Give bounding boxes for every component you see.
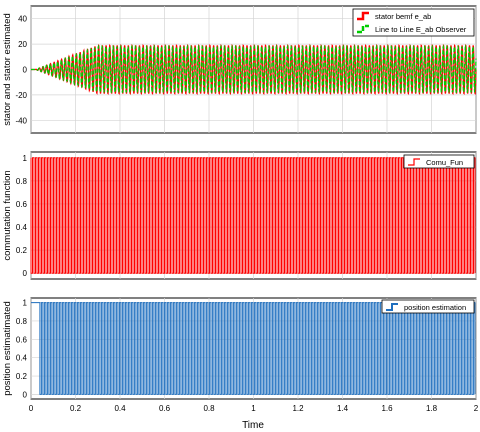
legend-symbol-blue — [386, 303, 398, 311]
series-line-observer — [31, 44, 477, 93]
y-tick-label: -20 — [15, 91, 27, 100]
x-tick-label: 0 — [29, 404, 34, 413]
y-tick-label: 1 — [23, 299, 28, 308]
x-tick-label: 1 — [251, 404, 256, 413]
legend-box — [352, 8, 475, 37]
legend: stator bemf e_ab Line to Line E_ab Obser… — [352, 8, 475, 37]
x-tick-label: 1.4 — [337, 404, 349, 413]
y-tick-label: -40 — [15, 116, 27, 125]
panel-commutation-function: 1 0.8 0.6 0.4 0.2 0 commutation function Comu… — [2, 151, 477, 280]
y-tick-labels: 1 0.8 0.6 0.4 0.2 0 — [16, 154, 28, 278]
y-tick-label: 40 — [18, 15, 27, 24]
legend: position estimation — [381, 299, 475, 314]
y-tick-label: 0.6 — [16, 200, 28, 209]
legend-label: Line to Line E_ab Observer — [375, 25, 467, 34]
y-axis-label: stator and stator estimated — [2, 13, 13, 125]
y-tick-labels: 1 0.8 0.6 0.4 0.2 0 — [16, 299, 28, 400]
legend-entry-comu-fun: Comu_Fun — [408, 158, 463, 167]
y-axis-label: position estimatimated — [2, 301, 13, 396]
x-tick-label: 0.2 — [70, 404, 82, 413]
x-tick-label: 0.8 — [203, 404, 215, 413]
panel-position-estimation: 0 0.2 0.4 0.6 0.8 1 1.2 1.4 1.6 1.8 2 1 0.8 0.6 0.4 0.… — [2, 297, 479, 413]
y-tick-label: 20 — [18, 40, 27, 49]
x-tick-label: 1.8 — [426, 404, 438, 413]
y-tick-label: 1 — [23, 154, 28, 163]
x-tick-label: 1.6 — [381, 404, 393, 413]
y-tick-label: 0.6 — [16, 335, 28, 344]
x-tick-label: 2 — [474, 404, 479, 413]
x-axis-label: Time — [242, 420, 264, 431]
legend-symbol-green — [357, 24, 369, 34]
series-line-comu-fun — [30, 157, 476, 274]
x-tick-label: 0.4 — [114, 404, 126, 413]
legend-symbol-red — [408, 158, 420, 166]
data-layer — [30, 157, 476, 274]
legend-entry-position-estimation: position estimation — [386, 303, 466, 312]
y-tick-label: 0 — [23, 269, 28, 278]
y-tick-label: 0 — [23, 390, 28, 399]
legend-entry-stator-bemf: stator bemf e_ab — [357, 11, 431, 21]
data-layer — [31, 44, 477, 95]
y-tick-label: 0.2 — [16, 372, 28, 381]
legend-box — [403, 154, 475, 169]
legend-label: Comu_Fun — [426, 158, 463, 167]
legend-symbol-red — [357, 11, 369, 21]
legend-label: stator bemf e_ab — [375, 12, 431, 21]
x-tick-labels: 0 0.2 0.4 0.6 0.8 1 1.2 1.4 1.6 1.8 2 — [29, 404, 479, 413]
y-axis-label: commutation function — [2, 170, 13, 260]
x-tick-label: 1.2 — [292, 404, 304, 413]
legend-label: position estimation — [404, 303, 466, 312]
legend-box — [381, 299, 475, 314]
y-tick-label: 0.8 — [16, 317, 28, 326]
legend: Comu_Fun — [403, 154, 475, 169]
legend-entry-observer: Line to Line E_ab Observer — [357, 24, 467, 34]
y-tick-label: 0.4 — [16, 223, 28, 232]
y-tick-label: 0.4 — [16, 354, 28, 363]
y-tick-label: 0.2 — [16, 246, 28, 255]
x-tick-label: 0.6 — [159, 404, 171, 413]
y-tick-label: 0.8 — [16, 177, 28, 186]
y-tick-labels: 40 20 0 -20 -40 — [15, 15, 27, 126]
y-tick-label: 0 — [23, 66, 28, 75]
